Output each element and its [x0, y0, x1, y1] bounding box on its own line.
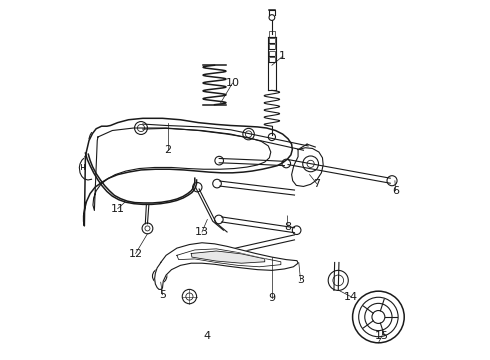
Text: 12: 12	[128, 248, 143, 258]
Text: 2: 2	[164, 144, 171, 154]
Text: 1: 1	[279, 51, 286, 61]
Polygon shape	[191, 251, 265, 263]
Text: 11: 11	[111, 204, 124, 214]
Text: 6: 6	[392, 186, 399, 196]
Text: 10: 10	[225, 78, 240, 88]
Text: 8: 8	[285, 222, 292, 231]
Text: 4: 4	[204, 331, 211, 341]
Text: 5: 5	[159, 290, 166, 300]
Text: 7: 7	[313, 179, 320, 189]
Text: 3: 3	[297, 275, 304, 285]
Text: 15: 15	[375, 331, 389, 341]
Text: 14: 14	[343, 292, 358, 302]
Text: 9: 9	[269, 293, 275, 303]
Polygon shape	[155, 243, 298, 289]
Text: 13: 13	[195, 227, 209, 237]
